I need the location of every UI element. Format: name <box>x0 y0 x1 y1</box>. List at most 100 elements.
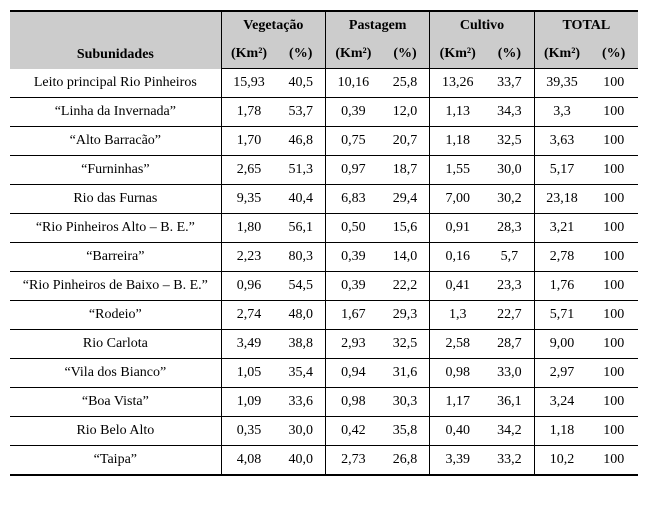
sub-km2: (Km²) <box>534 40 589 69</box>
cell-pas-km: 10,16 <box>326 69 381 98</box>
cell-tot-km: 5,71 <box>534 301 589 330</box>
table-body: Leito principal Rio Pinheiros15,9340,510… <box>10 69 638 476</box>
sub-km2: (Km²) <box>430 40 485 69</box>
cell-cul-pct: 36,1 <box>485 388 534 417</box>
cell-name: “Barreira” <box>10 243 221 272</box>
cell-pas-pct: 25,8 <box>381 69 430 98</box>
table-row: “Vila dos Bianco”1,0535,40,9431,60,9833,… <box>10 359 638 388</box>
sub-pct: (%) <box>589 40 638 69</box>
cell-veg-km: 0,35 <box>221 417 276 446</box>
cell-pas-pct: 20,7 <box>381 127 430 156</box>
table-row: “Rio Pinheiros de Baixo – B. E.”0,9654,5… <box>10 272 638 301</box>
cell-pas-pct: 29,4 <box>381 185 430 214</box>
table-row: Rio Carlota3,4938,82,9332,52,5828,79,001… <box>10 330 638 359</box>
cell-veg-km: 2,65 <box>221 156 276 185</box>
table-row: “Rio Pinheiros Alto – B. E.”1,8056,10,50… <box>10 214 638 243</box>
cell-tot-pct: 100 <box>589 98 638 127</box>
cell-tot-pct: 100 <box>589 446 638 476</box>
cell-veg-pct: 40,5 <box>276 69 325 98</box>
cell-tot-km: 9,00 <box>534 330 589 359</box>
cell-name: Rio Belo Alto <box>10 417 221 446</box>
cell-tot-km: 3,63 <box>534 127 589 156</box>
cell-pas-km: 2,73 <box>326 446 381 476</box>
cell-tot-km: 3,24 <box>534 388 589 417</box>
cell-veg-pct: 35,4 <box>276 359 325 388</box>
cell-veg-km: 15,93 <box>221 69 276 98</box>
sub-km2: (Km²) <box>326 40 381 69</box>
cell-pas-km: 0,39 <box>326 272 381 301</box>
cell-tot-pct: 100 <box>589 243 638 272</box>
cell-pas-pct: 30,3 <box>381 388 430 417</box>
cell-pas-pct: 14,0 <box>381 243 430 272</box>
cell-name: Leito principal Rio Pinheiros <box>10 69 221 98</box>
cell-cul-pct: 28,3 <box>485 214 534 243</box>
cell-veg-pct: 46,8 <box>276 127 325 156</box>
cell-veg-pct: 80,3 <box>276 243 325 272</box>
cell-pas-pct: 35,8 <box>381 417 430 446</box>
cell-veg-pct: 40,0 <box>276 446 325 476</box>
cell-veg-pct: 38,8 <box>276 330 325 359</box>
cell-tot-km: 10,2 <box>534 446 589 476</box>
cell-cul-km: 1,18 <box>430 127 485 156</box>
cell-name: “Linha da Invernada” <box>10 98 221 127</box>
cell-veg-pct: 53,7 <box>276 98 325 127</box>
cell-tot-pct: 100 <box>589 417 638 446</box>
cell-pas-pct: 22,2 <box>381 272 430 301</box>
cell-cul-km: 2,58 <box>430 330 485 359</box>
cell-cul-pct: 34,3 <box>485 98 534 127</box>
cell-name: “Boa Vista” <box>10 388 221 417</box>
cell-name: “Alto Barracão” <box>10 127 221 156</box>
table-row: “Boa Vista”1,0933,60,9830,31,1736,13,241… <box>10 388 638 417</box>
land-use-table: Subunidades Vegetação Pastagem Cultivo T… <box>10 10 638 476</box>
cell-cul-pct: 33,0 <box>485 359 534 388</box>
cell-cul-km: 1,13 <box>430 98 485 127</box>
cell-veg-pct: 51,3 <box>276 156 325 185</box>
cell-cul-km: 0,16 <box>430 243 485 272</box>
cell-pas-km: 6,83 <box>326 185 381 214</box>
cell-pas-pct: 26,8 <box>381 446 430 476</box>
cell-pas-km: 0,94 <box>326 359 381 388</box>
cell-cul-pct: 30,2 <box>485 185 534 214</box>
cell-tot-pct: 100 <box>589 127 638 156</box>
cell-veg-km: 1,80 <box>221 214 276 243</box>
cell-cul-pct: 33,7 <box>485 69 534 98</box>
cell-pas-pct: 18,7 <box>381 156 430 185</box>
cell-cul-pct: 32,5 <box>485 127 534 156</box>
cell-veg-pct: 54,5 <box>276 272 325 301</box>
cell-tot-pct: 100 <box>589 388 638 417</box>
cell-pas-pct: 15,6 <box>381 214 430 243</box>
cell-name: “Taipa” <box>10 446 221 476</box>
cell-tot-km: 5,17 <box>534 156 589 185</box>
cell-cul-km: 0,91 <box>430 214 485 243</box>
cell-veg-km: 3,49 <box>221 330 276 359</box>
cell-pas-km: 2,93 <box>326 330 381 359</box>
cell-pas-km: 0,39 <box>326 98 381 127</box>
cell-cul-pct: 33,2 <box>485 446 534 476</box>
cell-name: Rio Carlota <box>10 330 221 359</box>
cell-cul-pct: 28,7 <box>485 330 534 359</box>
cell-pas-km: 1,67 <box>326 301 381 330</box>
table-row: “Linha da Invernada”1,7853,70,3912,01,13… <box>10 98 638 127</box>
cell-tot-km: 1,18 <box>534 417 589 446</box>
cell-tot-km: 3,21 <box>534 214 589 243</box>
cell-cul-km: 1,17 <box>430 388 485 417</box>
cell-tot-km: 2,97 <box>534 359 589 388</box>
cell-cul-pct: 23,3 <box>485 272 534 301</box>
cell-cul-km: 1,3 <box>430 301 485 330</box>
sub-pct: (%) <box>276 40 325 69</box>
cell-cul-km: 7,00 <box>430 185 485 214</box>
table-row: Leito principal Rio Pinheiros15,9340,510… <box>10 69 638 98</box>
cell-tot-pct: 100 <box>589 359 638 388</box>
table-row: Rio das Furnas9,3540,46,8329,47,0030,223… <box>10 185 638 214</box>
cell-cul-pct: 5,7 <box>485 243 534 272</box>
cell-tot-pct: 100 <box>589 185 638 214</box>
cell-tot-km: 39,35 <box>534 69 589 98</box>
cell-cul-pct: 34,2 <box>485 417 534 446</box>
cell-cul-pct: 30,0 <box>485 156 534 185</box>
cell-tot-km: 2,78 <box>534 243 589 272</box>
cell-cul-km: 0,41 <box>430 272 485 301</box>
sub-pct: (%) <box>381 40 430 69</box>
cell-tot-pct: 100 <box>589 214 638 243</box>
cell-cul-pct: 22,7 <box>485 301 534 330</box>
cell-cul-km: 0,98 <box>430 359 485 388</box>
